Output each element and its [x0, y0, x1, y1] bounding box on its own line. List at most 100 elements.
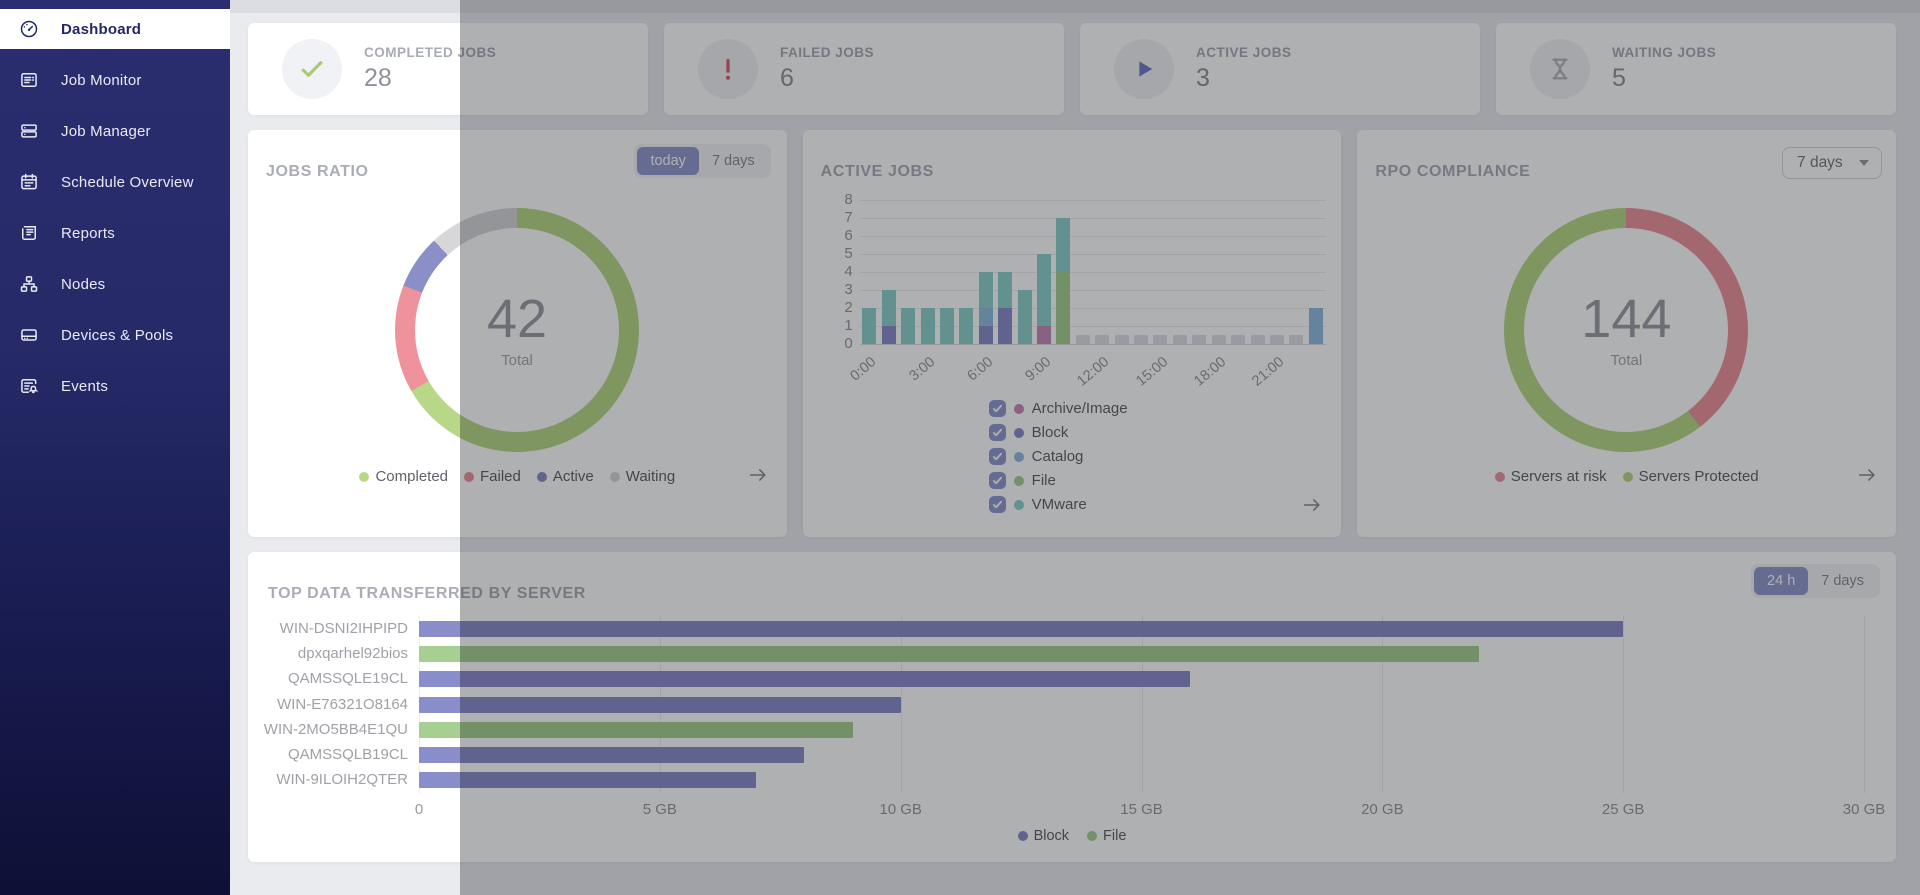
sidebar-item-reports[interactable]: Reports	[0, 213, 230, 253]
block-checkbox[interactable]	[988, 424, 1006, 441]
sidebar-item-label: Dashboard	[61, 20, 142, 38]
top-data-row: TOP DATA TRANSFERRED BY SERVER 24 h 7 da…	[248, 552, 1896, 862]
x-tick-label: 0:00	[847, 354, 880, 385]
archive-image-checkbox[interactable]	[988, 400, 1006, 417]
jobs-ratio-range-toggle: today 7 days	[634, 144, 771, 178]
server-label: QAMSSQLB19CL	[287, 746, 408, 764]
data-bar	[419, 772, 757, 789]
stat-label: FAILED JOBS	[780, 45, 875, 60]
stat-cards-row: COMPLETED JOBS 28 FAILED JOBS 6 ACTI	[248, 23, 1896, 115]
legend-label: File	[1031, 472, 1056, 489]
server-label: WIN-DSNI2IHPIPD	[279, 619, 408, 637]
sidebar: Dashboard Job Monitor Job Manager	[0, 0, 230, 895]
file-checkbox[interactable]	[988, 472, 1006, 489]
job-monitor-icon	[19, 70, 39, 90]
y-tick-label: 2	[844, 299, 853, 316]
y-tick-label: 8	[844, 191, 853, 208]
data-bar	[419, 671, 1190, 688]
reports-icon	[19, 223, 39, 243]
no-data-placeholder-bar	[1289, 335, 1304, 344]
bar-segment	[1056, 272, 1071, 344]
legend-label: Failed	[480, 468, 521, 485]
legend-item-waiting[interactable]: Waiting	[609, 468, 675, 485]
archive-image-dot-icon	[1013, 403, 1024, 414]
jobs-ratio-card: JOBS RATIO today 7 days 42 Total Complet	[248, 130, 787, 537]
nodes-icon	[19, 274, 39, 294]
vmware-dot-icon	[1013, 499, 1024, 510]
rpo-details-arrow-icon[interactable]	[1856, 464, 1880, 488]
legend-label: Servers Protected	[1638, 468, 1759, 485]
bar-segment	[1056, 218, 1071, 272]
stat-label: WAITING JOBS	[1612, 45, 1717, 60]
hourglass-icon	[1530, 39, 1590, 99]
sidebar-item-events[interactable]: Events	[0, 366, 230, 406]
stat-value: 3	[1196, 64, 1210, 92]
sidebar-item-devices-pools[interactable]: Devices & Pools	[0, 315, 230, 355]
sidebar-item-schedule-overview[interactable]: Schedule Overview	[0, 162, 230, 202]
server-label: dpxqarhel92bios	[297, 644, 408, 662]
legend-item-vmware[interactable]: VMware	[988, 496, 1128, 513]
sidebar-item-dashboard[interactable]: Dashboard	[0, 9, 230, 49]
no-data-placeholder-bar	[1134, 335, 1149, 344]
job-manager-icon	[19, 121, 39, 141]
x-tick-label: 21:00	[1249, 354, 1288, 390]
legend-item-block[interactable]: Block	[1017, 828, 1070, 844]
x-tick-label: 30 GB	[1842, 801, 1886, 818]
x-tick-label: 12:00	[1074, 354, 1113, 390]
active-jobs-details-arrow-icon[interactable]	[1301, 494, 1325, 518]
legend-item-catalog[interactable]: Catalog	[988, 448, 1128, 465]
rpo-range-select[interactable]: 7 days	[1782, 147, 1883, 179]
rpo-range-value: 7 days	[1797, 154, 1843, 171]
rpo-total-label: Total	[1610, 351, 1643, 369]
jobs-ratio-donut-chart: 42 Total	[395, 208, 639, 452]
x-tick-label: 5 GB	[642, 801, 677, 818]
legend-item-block[interactable]: Block	[988, 424, 1128, 441]
jobs-ratio-details-arrow-icon[interactable]	[747, 464, 771, 488]
legend-item-completed[interactable]: Completed	[359, 468, 448, 485]
sidebar-item-job-monitor[interactable]: Job Monitor	[0, 60, 230, 100]
bar-segment	[862, 308, 877, 344]
stat-label: ACTIVE JOBS	[1196, 45, 1292, 60]
active-jobs-title: ACTIVE JOBS	[820, 163, 934, 181]
gridline	[859, 272, 1326, 273]
24h-toggle-button[interactable]: 24 h	[1754, 567, 1809, 595]
catalog-checkbox[interactable]	[988, 448, 1006, 465]
top-data-legend: Block File	[248, 828, 1896, 844]
x-tick-label: 18:00	[1191, 354, 1230, 390]
legend-item-servers-protected[interactable]: Servers Protected	[1622, 468, 1759, 485]
events-icon	[19, 376, 39, 396]
bar-segment	[1017, 290, 1032, 344]
catalog-dot-icon	[1013, 451, 1024, 462]
waiting-dot-icon	[609, 471, 620, 482]
sidebar-item-job-manager[interactable]: Job Manager	[0, 111, 230, 151]
chevron-down-icon	[1859, 160, 1870, 166]
legend-item-file[interactable]: File	[988, 472, 1128, 489]
sidebar-item-label: Job Manager	[61, 122, 151, 140]
sidebar-item-label: Schedule Overview	[61, 173, 194, 191]
seven-days-toggle-button[interactable]: 7 days	[699, 147, 768, 175]
sidebar-item-nodes[interactable]: Nodes	[0, 264, 230, 304]
seven-days-toggle-button[interactable]: 7 days	[1808, 567, 1877, 595]
bar-segment	[998, 272, 1013, 308]
y-tick-label: 5	[844, 245, 853, 262]
legend-item-active[interactable]: Active	[536, 468, 594, 485]
rpo-compliance-title: RPO COMPLIANCE	[1375, 163, 1531, 181]
y-tick-label: 0	[844, 335, 853, 352]
top-data-bar-chart	[419, 616, 1865, 793]
legend-item-file[interactable]: File	[1087, 828, 1126, 844]
legend-item-failed[interactable]: Failed	[464, 468, 521, 485]
stat-value: 6	[780, 64, 794, 92]
bar-segment	[920, 308, 935, 344]
legend-item-archive-image[interactable]: Archive/Image	[988, 400, 1128, 417]
server-label: QAMSSQLE19CL	[287, 670, 408, 688]
legend-item-servers-at-risk[interactable]: Servers at risk	[1494, 468, 1607, 485]
rpo-total-value: 144	[1581, 288, 1672, 349]
play-icon	[1114, 39, 1174, 99]
no-data-placeholder-bar	[1269, 335, 1284, 344]
gridline	[859, 326, 1326, 327]
vmware-checkbox[interactable]	[988, 496, 1006, 513]
legend-label: Block	[1033, 828, 1070, 844]
today-toggle-button[interactable]: today	[637, 147, 699, 175]
x-tick-label: 6:00	[964, 354, 997, 385]
data-bar	[419, 696, 901, 713]
